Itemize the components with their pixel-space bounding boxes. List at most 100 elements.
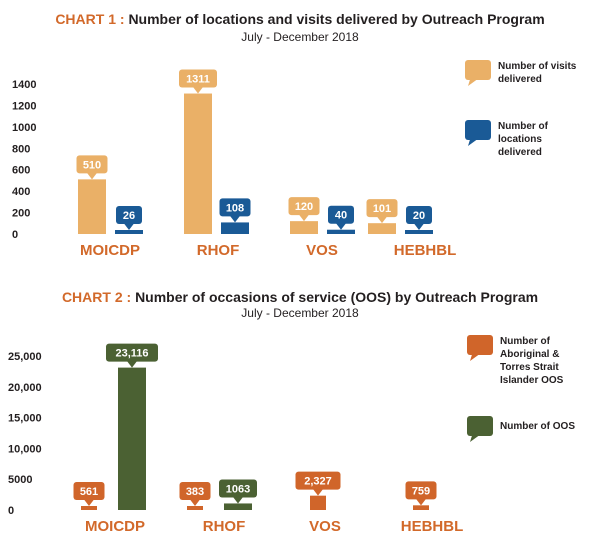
chart-1-x-category-label: MOICDP: [80, 242, 140, 259]
chart-1-bar-rhof-series-1-callout-box: [179, 69, 217, 88]
chart-2-bar-moicdp-series-2: [118, 367, 146, 510]
chart-2-bar-rhof-series-2-data-label: 1063: [226, 483, 250, 495]
chart-2-legend-icon-series-2-tail: [470, 435, 479, 442]
chart-2-x-category-label: MOICDP: [85, 518, 145, 535]
chart-2-bar-rhof-series-2: [224, 503, 252, 510]
chart-1-bar-rhof-series-2-callout: 108: [219, 198, 251, 223]
chart-1-title: CHART 1 : Number of locations and visits…: [0, 11, 600, 27]
chart-1-y-tick-label: 200: [12, 208, 30, 220]
chart-1-legend-icon-series-2: [465, 120, 491, 146]
chart-1-bar-vos-series-1: [290, 221, 318, 234]
chart-2-title: CHART 2 : Number of occasions of service…: [0, 289, 600, 305]
chart-1-y-tick-label: 800: [12, 143, 30, 155]
chart-1-bar-rhof-series-2-callout-tail: [230, 215, 240, 223]
chart-2-legend-icon-series-2: [467, 416, 493, 442]
chart-2-bar-hebhbl-series-1: [413, 505, 429, 510]
chart-2-y-tick-label: 15,000: [8, 413, 42, 425]
chart-2-bar-vos-series-1-data-label: 2,327: [304, 476, 332, 488]
chart-2-x-category-label: RHOF: [203, 518, 246, 535]
chart-2-bar-vos-series-1-callout-box: [295, 471, 341, 490]
chart-2-bar-rhof-series-1-callout-tail: [190, 499, 200, 506]
chart-1-legend-label-visits: Number of visits delivered: [498, 61, 577, 85]
chart-1-x-category-label: RHOF: [197, 242, 240, 259]
chart-1-bar-hebhbl-series-2-callout-box: [406, 206, 432, 224]
chart-2-y-tick-label: 5000: [8, 474, 32, 486]
chart-2-title-prefix: CHART 2 :: [61, 289, 132, 305]
chart-1-bar-rhof-series-2-callout-box: [219, 198, 251, 217]
chart-2-bar-vos-series-1-callout-tail: [313, 489, 323, 496]
chart-2-bar-moicdp-series-2-callout-box: [106, 343, 158, 362]
chart-1-bar-moicdp-series-2: [115, 230, 143, 234]
chart-2-x-category-label: HEBHBL: [401, 518, 464, 535]
chart-2-bar-rhof-series-1-callout: 383: [179, 482, 211, 506]
chart-2-bar-rhof-series-1-callout-box: [179, 482, 211, 500]
chart-2-bar-hebhbl-series-1-data-label: 759: [412, 485, 430, 497]
chart-1-bar-vos-series-1-data-label: 120: [295, 201, 313, 213]
chart-1-bar-hebhbl-series-2-callout: 20: [406, 206, 432, 230]
chart-2-bar-moicdp-series-2-callout-tail: [127, 361, 137, 368]
chart-2-y-tick-label: 25,000: [8, 351, 42, 363]
chart-2-y-tick-label: 0: [8, 505, 14, 517]
chart-1-bar-vos-series-1-callout: 120: [288, 197, 320, 222]
chart-2-y-tick-label: 20,000: [8, 382, 42, 394]
chart-2-title-text: Number of occasions of service (OOS) by …: [135, 289, 539, 305]
chart-2-legend-icon-series-2-box: [467, 416, 493, 436]
chart-2-bar-hebhbl-series-1-callout-tail: [416, 498, 426, 506]
chart-1-y-tick-label: 400: [12, 186, 30, 198]
chart-2-legend-label-oos: Number of OOS: [500, 421, 576, 432]
chart-1-bar-rhof-series-2: [221, 222, 249, 234]
chart-2-bar-rhof-series-1: [187, 506, 203, 510]
chart-1-bar-rhof-series-1-callout-tail: [193, 87, 203, 94]
chart-1-bar-moicdp-series-2-callout-tail: [124, 223, 134, 230]
chart-1-bar-vos-series-2-callout-tail: [336, 223, 346, 230]
chart-2-bar-moicdp-series-1-callout-tail: [84, 499, 94, 506]
chart-1-bar-hebhbl-series-1-callout-tail: [377, 216, 387, 224]
chart-1-bar-vos-series-2-callout-box: [328, 205, 354, 224]
chart-1-bar-moicdp-series-1-callout: 510: [76, 155, 108, 180]
chart-2-legend-label-aboriginal-oos: Number of Aboriginal & Torres Strait Isl…: [500, 336, 564, 386]
chart-1-y-tick-label: 600: [12, 165, 30, 177]
chart-1-y-tick-label: 0: [12, 229, 18, 241]
chart-2-x-category-label: VOS: [309, 518, 341, 535]
chart-1-bar-moicdp-series-1-callout-tail: [87, 172, 97, 180]
chart-1-bar-vos-series-2-data-label: 40: [335, 210, 347, 222]
chart-2-bar-moicdp-series-1: [81, 506, 97, 510]
chart-1-legend-icon-series-1-box: [465, 60, 491, 80]
chart-1-legend-icon-series-2-box: [465, 120, 491, 140]
chart-1-bar-rhof-series-1-data-label: 1311: [186, 74, 210, 86]
chart-1-bar-rhof-series-2-data-label: 108: [226, 202, 244, 214]
chart-1-bar-rhof-series-1-callout: 1311: [179, 69, 217, 94]
chart-2-bar-moicdp-series-1-data-label: 561: [80, 486, 98, 498]
chart-1-legend-icon-series-1: [465, 60, 491, 86]
chart-2-bar-moicdp-series-2-callout: 23,116: [106, 343, 158, 368]
chart-2-subtitle: July - December 2018: [241, 306, 359, 320]
chart-1-bar-hebhbl-series-2-data-label: 20: [413, 210, 425, 222]
chart-1-bar-hebhbl-series-1-data-label: 101: [373, 203, 391, 215]
chart-1-bar-moicdp-series-1-callout-box: [76, 155, 108, 174]
chart-1-x-category-label: VOS: [306, 242, 338, 259]
chart-1-bar-vos-series-2: [327, 229, 355, 234]
chart-1-bar-hebhbl-series-2-callout-tail: [414, 223, 424, 230]
chart-1-legend-icon-series-1-tail: [468, 79, 477, 86]
chart-2-bar-moicdp-series-2-data-label: 23,116: [115, 348, 148, 360]
chart-1-bar-hebhbl-series-1-callout-box: [366, 199, 398, 218]
chart-2-bar-rhof-series-2-callout-box: [219, 479, 257, 498]
chart-1-legend-label-locations: Number of locations delivered: [498, 121, 548, 158]
chart-1-bar-hebhbl-series-1: [368, 223, 396, 234]
chart-1-bar-moicdp-series-2-data-label: 26: [123, 210, 135, 222]
chart-1-bar-moicdp-series-2-callout-box: [116, 206, 142, 224]
chart-1-y-tick-label: 1000: [12, 122, 36, 134]
chart-1-bar-vos-series-2-callout: 40: [328, 205, 354, 230]
chart-1-title-text: Number of locations and visits delivered…: [128, 11, 545, 27]
chart-2-bar-rhof-series-2-callout-tail: [233, 496, 243, 504]
chart-1-title-prefix: CHART 1 :: [55, 11, 125, 27]
chart-1-bar-moicdp-series-1: [78, 179, 106, 234]
chart-2-legend-icon-series-1: [467, 335, 493, 361]
chart-1-bar-vos-series-1-callout-tail: [299, 214, 309, 222]
chart-2-bar-moicdp-series-1-callout: 561: [73, 482, 105, 506]
chart-2-legend-icon-series-1-tail: [470, 354, 479, 361]
chart-1-bar-vos-series-1-callout-box: [288, 197, 320, 216]
chart-1-bar-moicdp-series-1-data-label: 510: [83, 159, 101, 171]
chart-2-legend-icon-series-1-box: [467, 335, 493, 355]
